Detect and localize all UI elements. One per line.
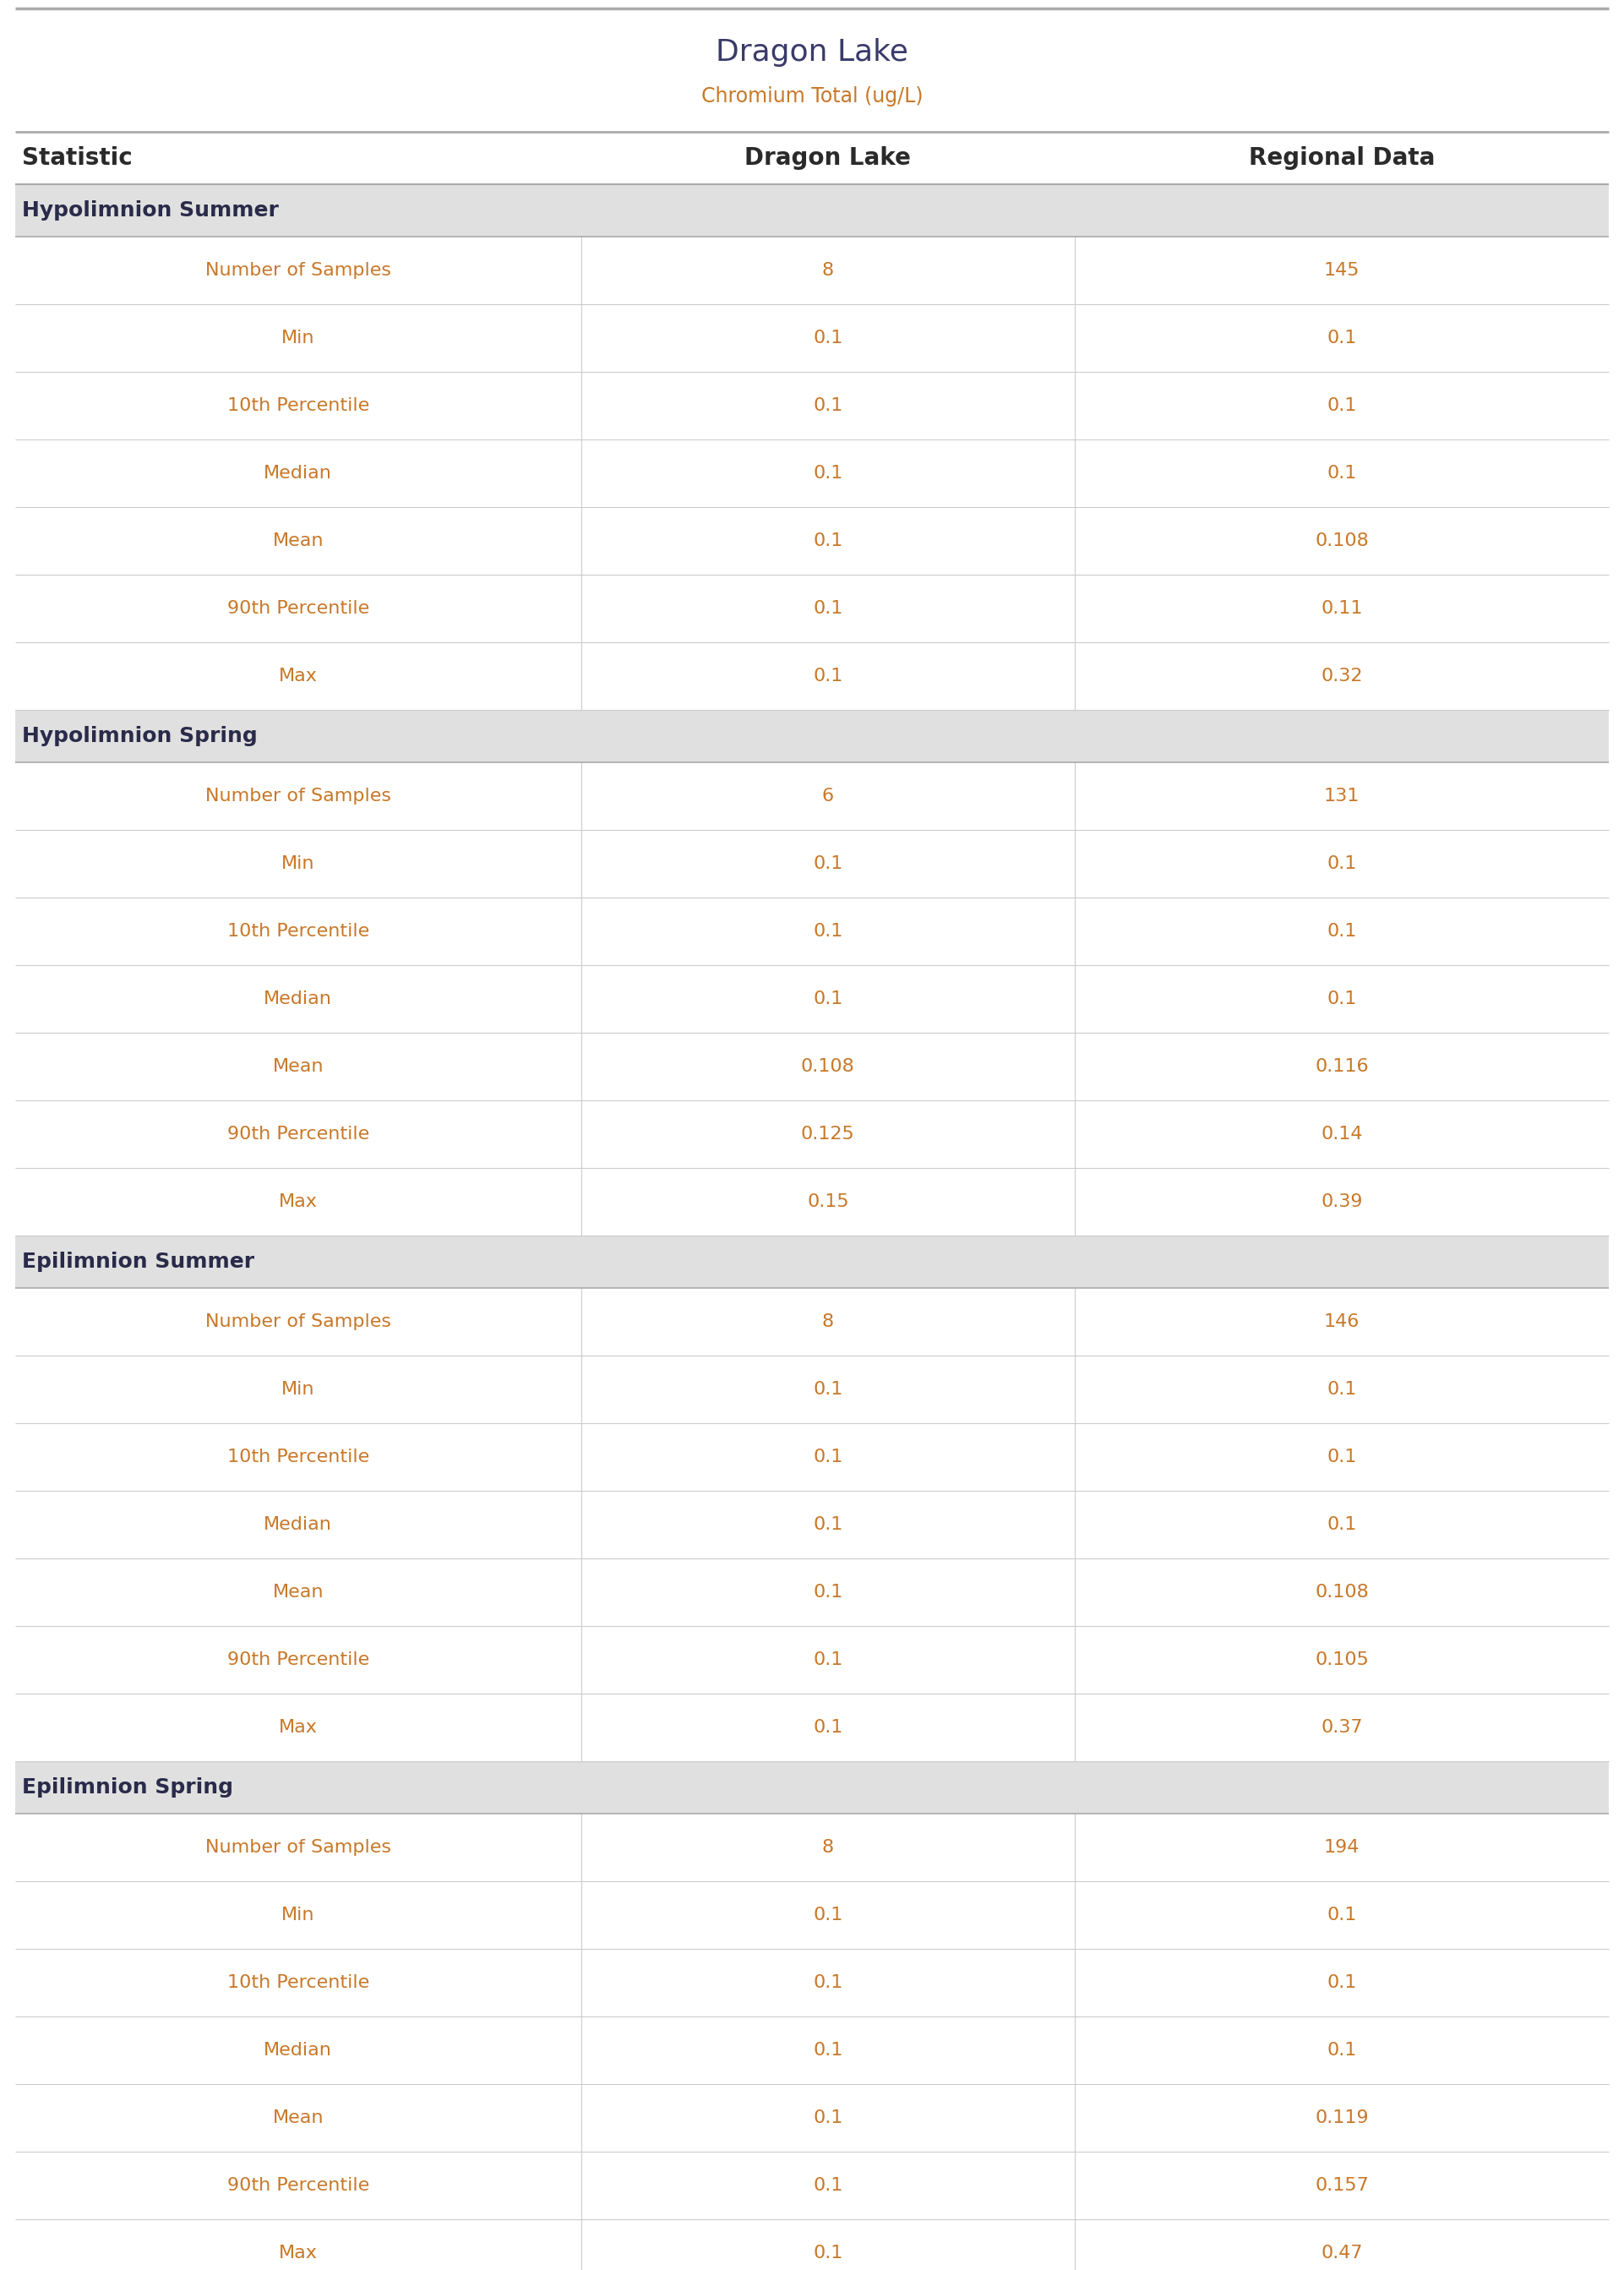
Text: 0.1: 0.1 <box>814 2109 843 2127</box>
Text: Statistic: Statistic <box>23 145 133 170</box>
Text: 0.1: 0.1 <box>814 533 843 549</box>
Text: Median: Median <box>265 1516 333 1532</box>
Text: 0.125: 0.125 <box>801 1126 854 1142</box>
Text: 0.108: 0.108 <box>801 1058 854 1076</box>
Text: 0.157: 0.157 <box>1315 2177 1369 2193</box>
Text: 0.47: 0.47 <box>1320 2245 1363 2261</box>
Text: 0.1: 0.1 <box>1327 465 1356 481</box>
Text: Max: Max <box>279 1194 317 1210</box>
Text: 0.1: 0.1 <box>1327 1975 1356 1991</box>
Text: 0.1: 0.1 <box>814 924 843 940</box>
Text: 0.1: 0.1 <box>814 465 843 481</box>
Text: Min: Min <box>281 1907 315 1923</box>
Text: 0.1: 0.1 <box>814 1516 843 1532</box>
Text: 0.1: 0.1 <box>1327 924 1356 940</box>
Text: Max: Max <box>279 2245 317 2261</box>
Text: 0.1: 0.1 <box>814 1650 843 1668</box>
Text: 0.15: 0.15 <box>807 1194 849 1210</box>
Text: 0.1: 0.1 <box>814 2245 843 2261</box>
Text: Number of Samples: Number of Samples <box>205 1839 391 1857</box>
Text: 0.1: 0.1 <box>814 990 843 1008</box>
Text: 0.1: 0.1 <box>1327 1380 1356 1398</box>
Text: 8: 8 <box>822 261 833 279</box>
Text: 0.1: 0.1 <box>1327 856 1356 872</box>
Text: Mean: Mean <box>273 2109 323 2127</box>
Text: Min: Min <box>281 856 315 872</box>
Text: 0.1: 0.1 <box>814 329 843 347</box>
Text: 0.1: 0.1 <box>814 1380 843 1398</box>
Text: 10th Percentile: 10th Percentile <box>227 924 369 940</box>
Text: 0.1: 0.1 <box>1327 329 1356 347</box>
Text: 0.1: 0.1 <box>1327 990 1356 1008</box>
Polygon shape <box>15 1762 1609 1814</box>
Text: Epilimnion Spring: Epilimnion Spring <box>23 1777 234 1798</box>
Text: 0.108: 0.108 <box>1315 533 1369 549</box>
Text: 0.1: 0.1 <box>1327 397 1356 413</box>
Text: 0.1: 0.1 <box>1327 2041 1356 2059</box>
Text: Median: Median <box>265 2041 333 2059</box>
Text: Chromium Total (ug/L): Chromium Total (ug/L) <box>702 86 922 107</box>
Text: 0.1: 0.1 <box>814 1448 843 1466</box>
Text: 90th Percentile: 90th Percentile <box>227 1650 369 1668</box>
Text: 0.37: 0.37 <box>1320 1718 1363 1737</box>
Text: 0.116: 0.116 <box>1315 1058 1369 1076</box>
Text: 0.1: 0.1 <box>814 599 843 617</box>
Text: 90th Percentile: 90th Percentile <box>227 599 369 617</box>
Text: 10th Percentile: 10th Percentile <box>227 1975 369 1991</box>
Text: 10th Percentile: 10th Percentile <box>227 1448 369 1466</box>
Text: Median: Median <box>265 465 333 481</box>
Polygon shape <box>15 711 1609 763</box>
Text: Min: Min <box>281 1380 315 1398</box>
Text: Hypolimnion Summer: Hypolimnion Summer <box>23 200 279 220</box>
Polygon shape <box>15 1235 1609 1287</box>
Text: Dragon Lake: Dragon Lake <box>716 39 908 66</box>
Text: 0.1: 0.1 <box>814 667 843 686</box>
Polygon shape <box>15 184 1609 236</box>
Text: 8: 8 <box>822 1839 833 1857</box>
Text: 90th Percentile: 90th Percentile <box>227 1126 369 1142</box>
Text: 131: 131 <box>1324 788 1359 804</box>
Text: 0.105: 0.105 <box>1315 1650 1369 1668</box>
Text: 0.1: 0.1 <box>814 856 843 872</box>
Text: 194: 194 <box>1324 1839 1359 1857</box>
Text: 145: 145 <box>1324 261 1359 279</box>
Text: 0.1: 0.1 <box>814 1584 843 1600</box>
Text: 0.1: 0.1 <box>1327 1907 1356 1923</box>
Text: Mean: Mean <box>273 533 323 549</box>
Text: Max: Max <box>279 667 317 686</box>
Text: 0.1: 0.1 <box>814 397 843 413</box>
Text: Hypolimnion Spring: Hypolimnion Spring <box>23 726 258 747</box>
Text: 8: 8 <box>822 1314 833 1330</box>
Text: 90th Percentile: 90th Percentile <box>227 2177 369 2193</box>
Text: Median: Median <box>265 990 333 1008</box>
Text: 6: 6 <box>822 788 833 804</box>
Text: 0.1: 0.1 <box>814 2041 843 2059</box>
Text: Max: Max <box>279 1718 317 1737</box>
Text: Dragon Lake: Dragon Lake <box>745 145 911 170</box>
Text: 0.108: 0.108 <box>1315 1584 1369 1600</box>
Text: Number of Samples: Number of Samples <box>205 788 391 804</box>
Text: Regional Data: Regional Data <box>1249 145 1436 170</box>
Text: 0.1: 0.1 <box>814 1975 843 1991</box>
Text: Epilimnion Summer: Epilimnion Summer <box>23 1251 255 1271</box>
Text: 10th Percentile: 10th Percentile <box>227 397 369 413</box>
Text: Mean: Mean <box>273 1058 323 1076</box>
Text: 0.1: 0.1 <box>814 1718 843 1737</box>
Text: Number of Samples: Number of Samples <box>205 1314 391 1330</box>
Text: 146: 146 <box>1324 1314 1359 1330</box>
Text: Mean: Mean <box>273 1584 323 1600</box>
Text: Min: Min <box>281 329 315 347</box>
Text: 0.119: 0.119 <box>1315 2109 1369 2127</box>
Text: 0.39: 0.39 <box>1320 1194 1363 1210</box>
Text: 0.1: 0.1 <box>814 1907 843 1923</box>
Text: 0.1: 0.1 <box>1327 1516 1356 1532</box>
Text: 0.11: 0.11 <box>1320 599 1363 617</box>
Text: 0.1: 0.1 <box>814 2177 843 2193</box>
Text: 0.1: 0.1 <box>1327 1448 1356 1466</box>
Text: 0.14: 0.14 <box>1320 1126 1363 1142</box>
Text: 0.32: 0.32 <box>1320 667 1363 686</box>
Text: Number of Samples: Number of Samples <box>205 261 391 279</box>
